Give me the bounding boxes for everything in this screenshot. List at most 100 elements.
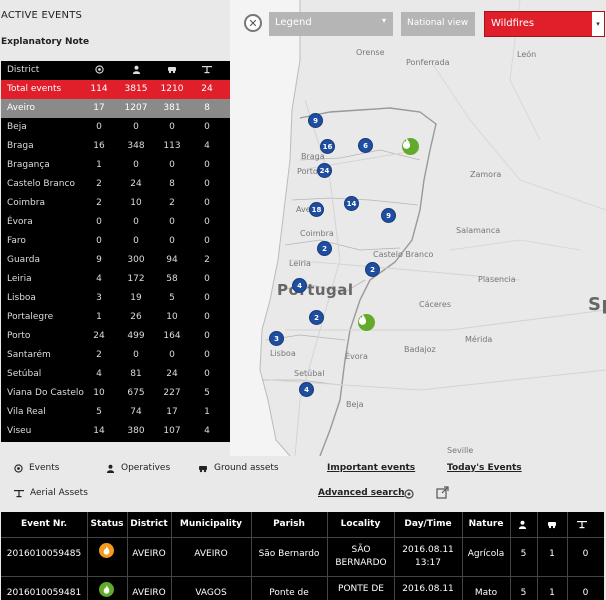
district-row[interactable]: Faro 0 0 0 0	[1, 232, 230, 251]
fire-icon[interactable]	[402, 138, 419, 155]
district-name: Setúbal	[7, 369, 42, 379]
district-row[interactable]: Porto 24 499 164 0	[1, 327, 230, 346]
district-row[interactable]: Leiria 4 172 58 0	[1, 270, 230, 289]
advanced-search-label: Advanced search	[318, 488, 405, 498]
district-row[interactable]: Viseu 14 380 107 4	[1, 422, 230, 441]
column-divider	[327, 512, 328, 600]
aerial-assets-count: 5	[204, 388, 210, 398]
wildfires-select[interactable]: Wildfires ▾	[484, 11, 605, 37]
ground-assets-count: 0	[169, 160, 175, 170]
legend-ground-assets-label: Ground assets	[214, 463, 279, 473]
district-name: Lisboa	[7, 293, 36, 303]
aerial-assets-count: 0	[204, 217, 210, 227]
explanatory-note-link[interactable]: Explanatory Note	[1, 37, 90, 47]
map-cluster-marker[interactable]: 4	[299, 382, 314, 397]
advanced-search-link[interactable]: Advanced search	[318, 488, 404, 498]
table-row[interactable]: 2016010059485 AVEIRO AVEIRO São Bernardo Agr…	[1, 538, 604, 576]
district-row[interactable]: Aveiro 17 1207 381 8	[1, 99, 230, 118]
aerial-assets-count: 24	[201, 84, 213, 94]
operatives-count: 26	[130, 312, 142, 322]
todays-events-label: Today's Events	[447, 463, 522, 473]
district-name: Leiria	[7, 274, 32, 284]
map-cluster-marker[interactable]: 16	[320, 139, 335, 154]
column-divider	[171, 512, 172, 600]
close-button[interactable]: ✕	[244, 14, 262, 32]
aerial-assets-count: 8	[204, 103, 210, 113]
column-header-day-time[interactable]: Day/Time	[404, 519, 452, 529]
map-cluster-marker[interactable]: 6	[358, 138, 373, 153]
operatives-count: 0	[133, 217, 139, 227]
operatives-count: 10	[130, 198, 142, 208]
map-label-salamanca: Salamanca	[456, 226, 501, 235]
fire-icon[interactable]	[358, 314, 375, 331]
map-cluster-marker[interactable]: 14	[344, 196, 359, 211]
map-label-castelo-branco: Castelo Branco	[373, 250, 434, 259]
map-cluster-marker[interactable]: 9	[308, 113, 323, 128]
status-icon	[99, 582, 114, 597]
map-label-coimbra: Coimbra	[300, 229, 334, 238]
aerial-assets-cell: 0	[582, 549, 589, 559]
operatives-count: 380	[127, 426, 145, 436]
column-header-municipality[interactable]: Municipality	[179, 519, 243, 529]
map-cluster-marker[interactable]: 2	[309, 310, 324, 325]
district-row[interactable]: Lisboa 3 19 5 0	[1, 289, 230, 308]
district-row[interactable]: Setúbal 4 81 24 0	[1, 365, 230, 384]
external-link-icon[interactable]	[436, 486, 449, 499]
district-total-row[interactable]: Total events 114 3815 1210 24	[1, 80, 230, 99]
district-row[interactable]: Beja 0 0 0 0	[1, 118, 230, 137]
district-row[interactable]: Castelo Branco 2 24 8 0	[1, 175, 230, 194]
column-header-parish[interactable]: Parish	[273, 519, 305, 529]
search-icon[interactable]	[404, 489, 414, 499]
operatives-count: 172	[127, 274, 145, 284]
map-label-leon: León	[517, 50, 537, 59]
map-label-ponferrada: Ponferrada	[406, 58, 450, 67]
aerial-assets-count: 0	[204, 369, 210, 379]
district-name: Beja	[7, 122, 27, 132]
district-cell: AVEIRO	[132, 588, 166, 598]
district-row[interactable]: Braga 16 348 113 4	[1, 137, 230, 156]
map-cluster-marker[interactable]: 9	[381, 208, 396, 223]
district-name: Porto	[7, 331, 31, 341]
district-row[interactable]: Guarda 9 300 94 2	[1, 251, 230, 270]
map-label-beja: Beja	[346, 400, 364, 409]
table-row[interactable]: 2016010059481 AVEIRO VAGOS Ponte de Mato 5 1 0 P…	[1, 577, 604, 600]
map-cluster-marker[interactable]: 2	[365, 262, 380, 277]
column-header-locality[interactable]: Locality	[340, 519, 381, 529]
map-cluster-marker[interactable]: 3	[269, 331, 284, 346]
map-cluster-marker[interactable]: 24	[317, 163, 332, 178]
todays-events-link[interactable]: Today's Events	[447, 463, 522, 473]
legend-select[interactable]: Legend ▾	[269, 12, 393, 36]
map-cluster-marker[interactable]: 4	[292, 278, 307, 293]
column-header-nature[interactable]: Nature	[468, 519, 504, 529]
legend-operatives-label: Operatives	[121, 463, 171, 473]
district-row[interactable]: Évora 0 0 0 0	[1, 213, 230, 232]
events-count: 2	[96, 179, 102, 189]
district-name: Faro	[7, 236, 26, 246]
column-divider	[567, 512, 568, 600]
map-label-portugal: Portugal	[277, 281, 354, 299]
column-header-status[interactable]: Status	[90, 519, 124, 529]
locality-cell: SÃO BERNARDO	[335, 545, 387, 568]
district-row[interactable]: Bragança 1 0 0 0	[1, 156, 230, 175]
district-row[interactable]: Coimbra 2 10 2 0	[1, 194, 230, 213]
district-row[interactable]: Portalegre 1 26 10 0	[1, 308, 230, 327]
district-name: Viseu	[7, 426, 32, 436]
events-icon	[14, 463, 23, 473]
operatives-count: 499	[127, 331, 145, 341]
important-events-link[interactable]: Important events	[327, 463, 415, 473]
operatives-count: 675	[127, 388, 145, 398]
chevron-down-icon: ▾	[381, 16, 386, 25]
map-cluster-marker[interactable]: 18	[309, 202, 324, 217]
national-view-button[interactable]: National view	[401, 12, 475, 36]
district-row[interactable]: Vila Real 5 74 17 1	[1, 403, 230, 422]
events-icon	[89, 65, 109, 77]
column-header-district[interactable]: District	[130, 519, 168, 529]
district-name: Guarda	[7, 255, 40, 265]
column-header-event-nr[interactable]: Event Nr.	[20, 519, 68, 529]
map-cluster-marker[interactable]: 2	[317, 241, 332, 256]
close-icon: ✕	[248, 16, 258, 30]
legend-aerial-assets-label: Aerial Assets	[30, 488, 88, 498]
district-row[interactable]: Santarém 2 0 0 0	[1, 346, 230, 365]
district-row[interactable]: Viana Do Castelo 10 675 227 5	[1, 384, 230, 403]
